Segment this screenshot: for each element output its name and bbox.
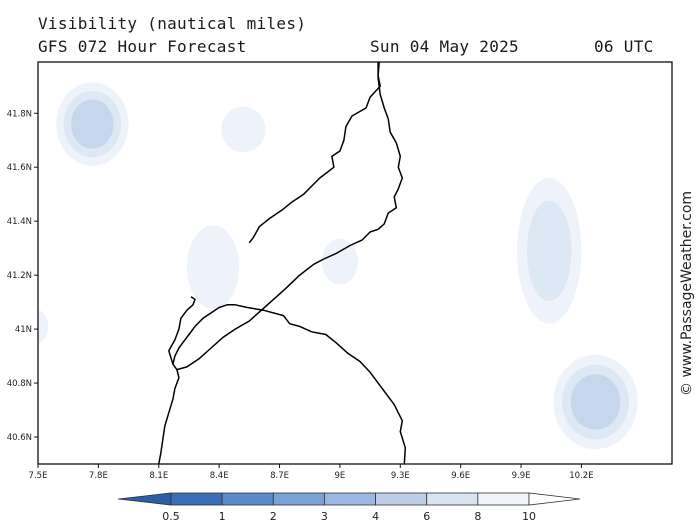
y-tick-label: 41.8N <box>7 109 32 119</box>
y-axis: 41.8N 41.6N 41.4N 41.2N 41N 40.8N 40.6N <box>7 109 38 443</box>
x-tick-label: 9.3E <box>391 471 410 481</box>
y-tick-label: 40.8N <box>7 379 32 389</box>
coastline-segment <box>168 296 196 365</box>
plot-frame <box>37 61 673 465</box>
x-tick-label: 7.5E <box>29 471 48 481</box>
fog-contour <box>527 200 572 302</box>
y-tick-label: 41.2N <box>7 271 32 281</box>
colorbar-label: 2 <box>270 510 277 523</box>
y-tick-label: 41N <box>15 325 32 335</box>
colorbar-label: 1 <box>219 510 226 523</box>
coastline-segment <box>158 304 407 464</box>
fog-contour <box>38 310 49 343</box>
colorbar-label: 8 <box>474 510 481 523</box>
x-tick-label: 9.6E <box>451 471 470 481</box>
y-tick-label: 41.4N <box>7 217 32 227</box>
fog-contour <box>186 225 240 309</box>
y-tick-label: 40.6N <box>7 433 32 443</box>
x-tick-label: 10.2E <box>569 471 593 481</box>
colorbar: 0.5 1 2 3 4 6 8 10 <box>117 492 581 523</box>
fog-contour <box>71 99 114 149</box>
credit-text: © www.PassageWeather.com <box>679 190 695 396</box>
x-tick-label: 8.4E <box>210 471 229 481</box>
fog-contour <box>321 238 359 285</box>
colorbar-swatch <box>477 492 530 506</box>
colorbar-swatch <box>221 492 274 506</box>
fog-contour <box>221 106 266 153</box>
x-tick-label: 7.8E <box>89 471 108 481</box>
colorbar-swatch <box>272 492 325 506</box>
colorbar-swatch <box>375 492 428 506</box>
forecast-time: 06 UTC <box>594 37 654 56</box>
colorbar-label: 10 <box>522 510 536 523</box>
x-tick-label: 9.9E <box>512 471 531 481</box>
y-tick-label: 41.6N <box>7 163 32 173</box>
forecast-date: Sun 04 May 2025 <box>370 37 519 56</box>
colorbar-label: 0.5 <box>162 510 180 523</box>
fog-patches <box>38 82 638 450</box>
colorbar-label: 6 <box>423 510 430 523</box>
x-tick-label: 9E <box>335 471 346 481</box>
coastline <box>158 62 407 464</box>
map-title: Visibility (nautical miles) <box>38 14 307 33</box>
colorbar-label: 4 <box>372 510 379 523</box>
fog-contour <box>570 374 621 430</box>
x-axis: 7.5E 7.8E 8.1E 8.4E 8.7E 9E 9.3E 9.6E 9.9E 10.2E <box>29 464 594 481</box>
colorbar-swatch <box>324 492 376 506</box>
forecast-subtitle: GFS 072 Hour Forecast <box>38 37 247 56</box>
x-tick-label: 8.7E <box>270 471 289 481</box>
colorbar-label: 3 <box>321 510 328 523</box>
colorbar-high-arrow <box>528 492 581 506</box>
x-tick-label: 8.1E <box>149 471 168 481</box>
colorbar-swatch <box>426 492 479 506</box>
coastline-segment <box>248 62 381 244</box>
colorbar-swatch <box>170 492 223 506</box>
colorbar-low-arrow <box>117 492 172 506</box>
coastline-segment <box>176 62 404 371</box>
